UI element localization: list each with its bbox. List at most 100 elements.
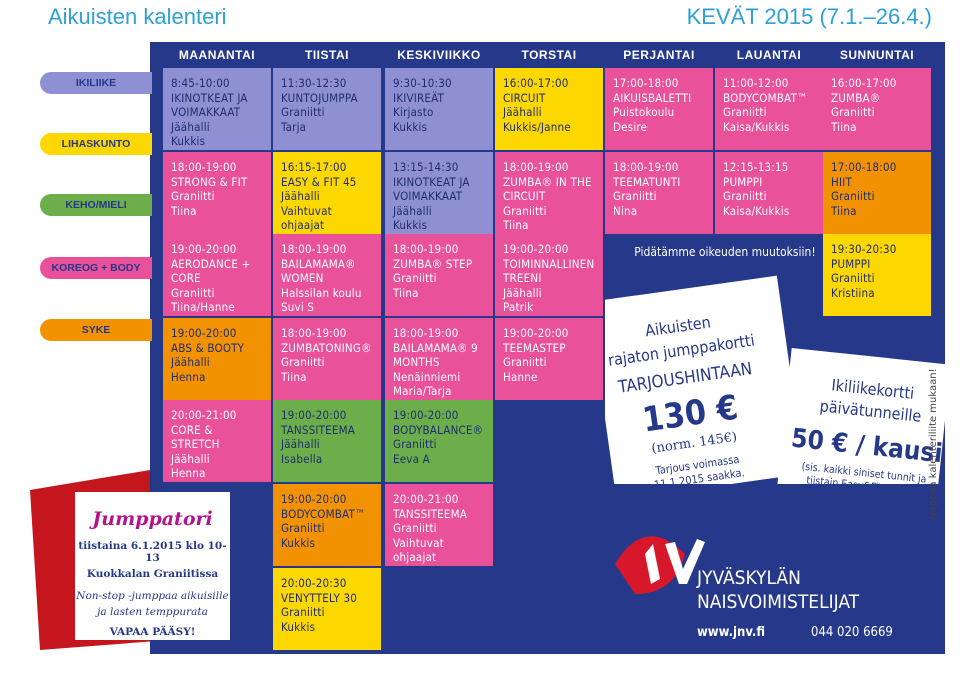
- class-detail: Graniitti: [831, 105, 875, 119]
- class-detail: Graniitti: [281, 105, 325, 119]
- class-detail: Puistokoulu: [613, 105, 675, 119]
- class-detail: Kristiina: [831, 285, 875, 300]
- ikiliike-card: Ikiliikekortti päivätunneille 50 € / kau…: [776, 347, 945, 484]
- class-title: TEEMATUNTI: [613, 174, 681, 189]
- jumppatori-date: tiistaina 6.1.2015 klo 10-13: [78, 540, 227, 564]
- class-cell: 13:15-14:30 IKINOTKEAT JA VOIMAKKAAT Jääha…: [385, 152, 493, 234]
- class-cell: 19:00-20:00 AERODANCE + CORE Graniitti Tiin…: [163, 234, 271, 316]
- class-detail: Graniitti: [393, 437, 437, 451]
- class-title: 19:00-20:00: [503, 326, 569, 340]
- jumppatori-place: Kuokkalan Graniitissa: [86, 568, 219, 580]
- class-title: ZUMBA®: [831, 90, 881, 105]
- class-detail: Graniitti: [503, 355, 547, 369]
- class-title: CIRCUIT: [503, 90, 546, 105]
- class-detail: Henna: [171, 369, 206, 384]
- class-title: 18:00-19:00: [613, 160, 679, 174]
- class-title: AERODANCE + CORE: [171, 256, 251, 286]
- org-name: NAISVOIMISTELIJAT: [697, 591, 860, 613]
- class-detail: Nina: [613, 203, 638, 218]
- promo: Pidätämme oikeuden muutoksiin! Aikuisten…: [605, 245, 945, 484]
- class-cell: 19:00-20:00 ABS & BOOTY Jäähalli Henna: [163, 318, 271, 400]
- class-cell: 18:00-19:00 BAILAMAMA® WOMEN Halssilan kou…: [273, 234, 381, 316]
- class-title: ZUMBA® STEP: [393, 256, 473, 271]
- legend-tab: IKILIIKE: [40, 72, 152, 94]
- class-cell: 18:00-19:00 TEEMATUNTI Graniitti Nina: [605, 152, 713, 234]
- class-detail: Tiina: [171, 203, 197, 218]
- class-cell: 9:30-10:30 IKIVIREÄT Kirjasto Kukkis: [385, 68, 493, 150]
- class-detail: Kukkis: [393, 119, 428, 134]
- class-title: 11:00-12:00: [723, 76, 789, 90]
- class-detail: Kukkis: [281, 535, 316, 550]
- class-title: ZUMBATONING®: [281, 340, 372, 355]
- class-detail: Graniitti: [171, 189, 215, 203]
- class-detail: Nenäinniemi: [393, 369, 461, 384]
- day-header: KESKIVIIKKO: [397, 48, 481, 62]
- class-detail: Jäähalli: [503, 285, 542, 300]
- class-title: 16:15-17:00: [281, 160, 347, 174]
- class-title: TANSSITEEMA: [281, 422, 356, 437]
- class-title: TANSSITEEMA: [393, 506, 468, 521]
- day-header: TIISTAI: [305, 48, 349, 62]
- class-title: 16:00-17:00: [831, 76, 897, 90]
- class-title: 19:00-20:00: [281, 492, 347, 506]
- class-detail: Vaihtuvat ohjaajat: [393, 535, 444, 565]
- class-title: BODYBALANCE®: [393, 422, 484, 437]
- class-cell: 17:00-18:00 AIKUISBALETTI Puistokoulu Desir…: [605, 68, 713, 150]
- class-title: IKIVIREÄT: [393, 90, 445, 105]
- class-detail: Graniitti: [171, 285, 215, 300]
- class-title: 18:00-19:00: [281, 326, 347, 340]
- class-cell: 19:00-20:00 TEEMASTEP Graniitti Hanne: [495, 318, 603, 400]
- class-cell: 20:00-21:00 TANSSITEEMA Graniitti Vaihtuvat…: [385, 484, 493, 566]
- class-title: BAILAMAMA® 9 MONTHS: [393, 340, 478, 370]
- logo-area: JYVÄSKYLÄN NAISVOIMISTELIJAT www.jnv.fi …: [615, 536, 893, 640]
- class-cell: 16:15-17:00 EASY & FIT 45 Jäähalli Vaihtuva…: [273, 152, 381, 234]
- class-title: 18:00-19:00: [281, 242, 347, 256]
- day-header: SUNNUNTAI: [839, 48, 915, 62]
- class-cell: 19:00-20:00 TANSSITEEMA Jäähalli Isabella: [273, 400, 381, 482]
- class-title: 18:00-19:00: [171, 160, 237, 174]
- class-title: 17:00-18:00: [831, 160, 897, 174]
- class-title: 18:00-19:00: [393, 242, 459, 256]
- class-detail: Graniitti: [281, 605, 325, 619]
- class-title: 18:00-19:00: [393, 326, 459, 340]
- class-title: 20:00-21:00: [393, 492, 459, 506]
- class-title: 19:00-20:00: [171, 326, 237, 340]
- org-name: JYVÄSKYLÄN: [696, 566, 801, 589]
- class-detail: Jäähalli: [393, 203, 432, 218]
- title: Aikuisten kalenteri: [48, 4, 227, 29]
- class-title: BAILAMAMA® WOMEN: [281, 256, 356, 286]
- class-cell: 12:15-13:15 PUMPPI Graniitti Kaisa/Kukkis: [715, 152, 823, 234]
- class-detail: Kukkis: [171, 134, 206, 148]
- class-detail: Jäähalli: [281, 437, 320, 451]
- day-header: TORSTAI: [521, 48, 577, 62]
- class-detail: Kirjasto: [393, 105, 434, 119]
- class-cell: 8:45-10:00 IKINOTKEAT JA VOIMAKKAAT Jäähal…: [163, 68, 271, 150]
- class-detail: Tiina: [831, 119, 857, 134]
- class-title: IKINOTKEAT JA VOIMAKKAAT: [393, 174, 470, 204]
- class-detail: Jäähalli: [503, 105, 542, 119]
- class-title: HIIT: [831, 174, 852, 189]
- day-header: LAUANTAI: [736, 48, 802, 62]
- legend-tab: LIHASKUNTO: [40, 133, 152, 155]
- class-cell: 19:30-20:30 PUMPPI Graniitti Kristiina: [823, 234, 931, 316]
- day-header: PERJANTAI: [623, 48, 695, 62]
- class-title: ABS & BOOTY: [171, 340, 245, 355]
- class-title: TEEMASTEP: [503, 340, 566, 355]
- class-title: EASY & FIT 45: [281, 174, 357, 189]
- class-title: 20:00-21:00: [171, 408, 237, 422]
- class-title: AIKUISBALETTI: [613, 90, 692, 105]
- jumppatori-free: VAPAA PÄÄSY!: [109, 626, 196, 638]
- class-detail: Graniitti: [723, 105, 767, 119]
- class-detail: Desire: [613, 119, 648, 134]
- class-detail: Isabella: [281, 451, 323, 466]
- class-detail: Tiina: [281, 369, 307, 384]
- class-title: 19:30-20:30: [831, 242, 897, 256]
- class-detail: Kaisa/Kukkis: [723, 203, 790, 218]
- org-phone: 044 020 6669: [811, 625, 893, 640]
- class-detail: Graniitti: [393, 271, 437, 285]
- class-detail: Graniitti: [723, 189, 767, 203]
- class-detail: Tiina/Hanne: [171, 300, 235, 314]
- day-header: MAANANTAI: [178, 48, 256, 62]
- class-title: 12:15-13:15: [723, 160, 789, 174]
- class-cell: 11:30-12:30 KUNTOJUMPPA Graniitti Tarja: [273, 68, 381, 150]
